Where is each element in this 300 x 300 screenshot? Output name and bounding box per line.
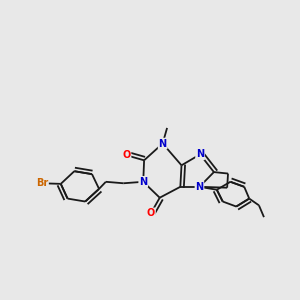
Text: N: N — [195, 182, 203, 192]
Text: N: N — [196, 149, 204, 159]
Text: N: N — [159, 139, 167, 148]
Text: O: O — [147, 208, 155, 218]
Text: N: N — [139, 177, 147, 187]
Text: O: O — [122, 150, 130, 160]
Text: Br: Br — [36, 178, 48, 188]
